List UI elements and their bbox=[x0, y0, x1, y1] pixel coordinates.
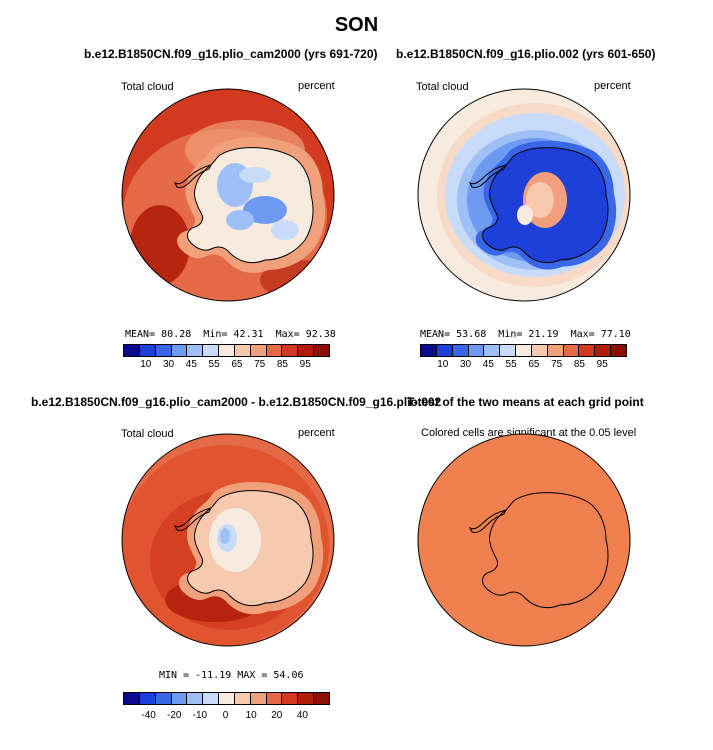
stats-top-right: MEAN= 53.68 Min= 21.19 Max= 77.10 bbox=[420, 329, 631, 340]
colorbar-tick-label: 30 bbox=[459, 359, 472, 370]
panel-title-bottom-right: T-test of the two means at each grid poi… bbox=[407, 395, 644, 409]
colorbar-tick-label: 85 bbox=[573, 359, 585, 370]
colorbar-tick-label: 10 bbox=[245, 710, 257, 721]
colorbar-swatch bbox=[282, 693, 299, 704]
colorbar-swatch bbox=[266, 693, 283, 704]
colorbar-swatch bbox=[171, 345, 188, 356]
colorbar-swatch bbox=[203, 693, 220, 704]
units-label-bottom-left: percent bbox=[298, 427, 335, 439]
colorbar-swatch bbox=[516, 345, 532, 356]
colorbar-swatch bbox=[124, 693, 140, 704]
colorbar-swatch bbox=[234, 693, 251, 704]
colorbar-swatch bbox=[452, 345, 469, 356]
colorbar-swatch bbox=[124, 345, 140, 356]
colorbar-ticks-top-right: 10 30 45 55 65 75 85 95 bbox=[420, 359, 625, 371]
colorbar-swatch bbox=[139, 693, 156, 704]
stats-bottom-left: MIN = -11.19 MAX = 54.06 bbox=[159, 670, 304, 681]
colorbar-tick-label: 40 bbox=[296, 710, 308, 721]
colorbar-swatch bbox=[563, 345, 580, 356]
colorbar-swatch bbox=[234, 345, 251, 356]
variable-label-top-left: Total cloud bbox=[121, 81, 174, 93]
colorbar-ticks-top-left: 10 30 45 55 65 75 85 95 bbox=[123, 359, 328, 371]
colorbar-swatch bbox=[219, 693, 235, 704]
colorbar-swatch bbox=[139, 345, 156, 356]
colorbar-swatch bbox=[187, 345, 204, 356]
colorbar-tick-label: 10 bbox=[437, 359, 449, 370]
colorbar-swatch bbox=[298, 345, 315, 356]
colorbar-tick-label: 10 bbox=[140, 359, 152, 370]
colorbar-swatch bbox=[547, 345, 564, 356]
colorbar-swatch bbox=[266, 345, 283, 356]
colorbar-swatch bbox=[595, 345, 612, 356]
colorbar-bottom-left bbox=[123, 692, 330, 705]
panel-title-bottom-left: b.e12.B1850CN.f09_g16.plio_cam2000 - b.e… bbox=[31, 395, 442, 409]
colorbar-top-left bbox=[123, 344, 330, 357]
colorbar-swatch bbox=[468, 345, 485, 356]
colorbar-swatch bbox=[187, 693, 204, 704]
units-label-top-left: percent bbox=[298, 80, 335, 92]
colorbar-swatch bbox=[314, 693, 329, 704]
panel-title-top-left: b.e12.B1850CN.f09_g16.plio_cam2000 (yrs … bbox=[84, 47, 378, 61]
colorbar-swatch bbox=[500, 345, 517, 356]
colorbar-tick-label: 30 bbox=[162, 359, 175, 370]
colorbar-tick-label: 45 bbox=[482, 359, 494, 370]
page-title: SON bbox=[334, 14, 379, 36]
significance-note: Colored cells are significant at the 0.0… bbox=[421, 427, 637, 439]
colorbar-swatch bbox=[298, 693, 315, 704]
colorbar-swatch bbox=[531, 345, 548, 356]
colorbar-tick-label: 75 bbox=[254, 359, 266, 370]
colorbar-swatch bbox=[155, 345, 172, 356]
colorbar-swatch bbox=[155, 693, 172, 704]
variable-label-top-right: Total cloud bbox=[416, 81, 469, 93]
colorbar-swatch bbox=[171, 693, 188, 704]
colorbar-swatch bbox=[579, 345, 596, 356]
colorbar-tick-label: 65 bbox=[528, 359, 540, 370]
colorbar-swatch bbox=[436, 345, 453, 356]
colorbar-tick-label: 85 bbox=[276, 359, 288, 370]
colorbar-tick-label: 75 bbox=[551, 359, 563, 370]
stats-top-left: MEAN= 80.28 Min= 42.31 Max= 92.38 bbox=[125, 329, 336, 340]
panel-title-top-right: b.e12.B1850CN.f09_g16.plio.002 (yrs 601-… bbox=[396, 47, 656, 61]
colorbar-swatch bbox=[219, 345, 235, 356]
colorbar-tick-label: -10 bbox=[192, 710, 208, 721]
colorbar-tick-label: 95 bbox=[596, 359, 608, 370]
colorbar-swatch bbox=[250, 345, 267, 356]
colorbar-tick-label: 20 bbox=[271, 710, 283, 721]
colorbar-swatch bbox=[250, 693, 267, 704]
colorbar-swatch bbox=[484, 345, 501, 356]
colorbar-tick-label: 65 bbox=[231, 359, 243, 370]
colorbar-tick-label: 45 bbox=[185, 359, 197, 370]
colorbar-tick-label: 55 bbox=[208, 359, 220, 370]
colorbar-tick-label: -20 bbox=[167, 710, 182, 721]
colorbar-tick-label: 0 bbox=[222, 710, 229, 721]
colorbar-swatch bbox=[282, 345, 299, 356]
variable-label-bottom-left: Total cloud bbox=[121, 428, 174, 440]
colorbar-tick-label: -40 bbox=[141, 710, 156, 721]
colorbar-swatch bbox=[203, 345, 220, 356]
units-label-top-right: percent bbox=[594, 80, 631, 92]
colorbar-tick-label: 55 bbox=[505, 359, 517, 370]
colorbar-swatch bbox=[611, 345, 626, 356]
colorbar-top-right bbox=[420, 344, 627, 357]
colorbar-tick-label: 95 bbox=[299, 359, 311, 370]
colorbar-swatch bbox=[421, 345, 437, 356]
colorbar-ticks-bottom-left: -40 -20 -10 0 10 20 40 bbox=[123, 710, 328, 722]
colorbar-swatch bbox=[314, 345, 329, 356]
